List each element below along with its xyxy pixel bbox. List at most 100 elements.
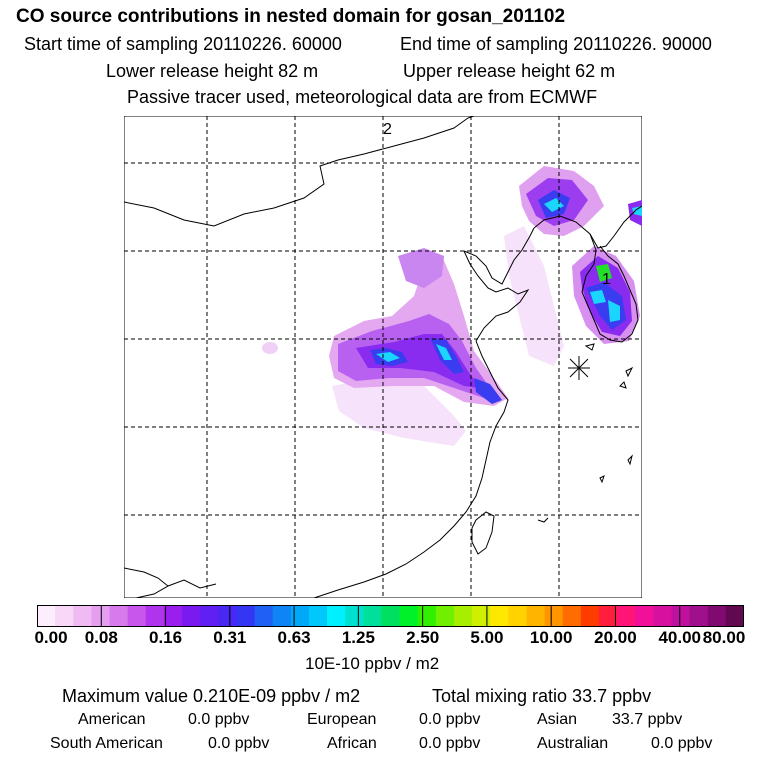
colorbar-swatch — [218, 605, 237, 627]
ryukyu-5 — [537, 517, 549, 523]
plume-north — [398, 248, 444, 288]
colorbar-swatch — [671, 605, 691, 627]
colorbar-swatch — [91, 605, 111, 627]
coast-east-china — [313, 340, 509, 598]
ryukyu-1 — [625, 366, 634, 378]
colorbar-swatch — [254, 605, 274, 627]
coast-shandong — [463, 250, 530, 342]
colorbar-swatch — [472, 605, 491, 627]
plot-title: CO source contributions in nested domain… — [16, 6, 566, 27]
border-south — [167, 579, 217, 589]
colorbar-tick-label: 0.08 — [84, 628, 118, 647]
border-sw — [124, 567, 169, 598]
colorbar-swatch — [109, 605, 129, 627]
border-north — [124, 117, 469, 227]
colorbar-swatch — [200, 605, 219, 627]
map-label-1: 1 — [602, 271, 611, 288]
colorbar-swatch — [381, 605, 401, 627]
colorbar-swatch — [145, 605, 165, 627]
coastlines — [124, 116, 642, 598]
colorbar-swatch — [490, 605, 509, 627]
colorbar-swatch — [236, 605, 256, 627]
coast-bohai — [463, 227, 535, 285]
colorbar-swatch — [127, 605, 147, 627]
plume-cyan-west — [376, 352, 400, 362]
colorbar-swatch — [707, 605, 727, 627]
colorbar-tick-label: 40.00 — [658, 628, 701, 647]
colorbar-swatch — [435, 605, 455, 627]
upper-height-label: Upper release height 62 m — [403, 61, 616, 81]
colorbar-swatch — [580, 605, 600, 627]
colorbar-swatch — [308, 605, 328, 627]
jeju — [584, 343, 595, 351]
map-label-2: 2 — [383, 121, 392, 138]
border-ne — [467, 116, 475, 119]
colorbar-swatch — [327, 605, 346, 627]
coast-korea — [581, 233, 639, 343]
plume-faint — [332, 378, 466, 446]
colorbar-swatch — [272, 605, 292, 627]
total-mixing-label: Total mixing ratio 33.7 ppbv — [432, 686, 652, 706]
colorbar-swatch — [417, 605, 437, 627]
colorbar-tick-label: 10.00 — [529, 628, 573, 647]
asterisk-icon — [568, 356, 590, 380]
region-name-asian: Asian — [537, 711, 578, 728]
region-value-south-american: 0.0 ppbv — [208, 735, 270, 752]
colorbar-swatch — [598, 605, 618, 627]
region-value-asian: 33.7 ppbv — [612, 711, 683, 728]
colorbar-swatch — [526, 605, 546, 627]
colorbar-swatch — [725, 605, 744, 627]
colorbar-swatch — [689, 605, 709, 627]
tracer-note: Passive tracer used, meteorological data… — [127, 87, 598, 107]
ryukyu-2 — [619, 381, 627, 389]
plume-ne-east-cyan — [632, 206, 642, 216]
graticule — [124, 116, 642, 598]
region-name-european: European — [307, 711, 377, 728]
colorbar-swatch — [163, 605, 183, 627]
lower-height-label: Lower release height 82 m — [106, 61, 319, 81]
end-time-label: End time of sampling 20110226. 90000 — [400, 34, 712, 54]
colorbar-tick-label: 20.00 — [594, 628, 637, 647]
colorbar — [37, 605, 744, 627]
concentration-field — [262, 166, 642, 446]
taiwan — [471, 511, 495, 555]
region-value-american: 0.0 ppbv — [188, 711, 250, 728]
plume-cyan-coast — [436, 344, 452, 360]
colorbar-swatch — [182, 605, 201, 627]
plume-faint-east — [504, 226, 564, 366]
region-name-american: American — [78, 711, 146, 728]
colorbar-tick-label: 0.31 — [213, 628, 247, 647]
colorbar-tick-label: 1.25 — [341, 628, 375, 647]
plume-korea-green — [596, 264, 612, 282]
ryukyu-3 — [599, 475, 605, 484]
colorbar-swatch — [399, 605, 419, 627]
plume-faint-spot — [262, 342, 278, 354]
region-name-south-american: South American — [50, 735, 163, 752]
region-name-african: African — [327, 735, 377, 752]
colorbar-swatch — [73, 605, 92, 627]
colorbar-swatch — [55, 605, 74, 627]
colorbar-swatch — [453, 605, 473, 627]
plume-korea-cyan2 — [608, 300, 620, 322]
colorbar-swatch — [37, 605, 56, 627]
colorbar-border — [37, 605, 744, 627]
colorbar-unit-label: 10E-10 ppbv / m2 — [305, 654, 440, 673]
max-value-label: Maximum value 0.210E-09 ppbv / m2 — [62, 686, 361, 706]
region-value-australian: 0.0 ppbv — [651, 735, 713, 752]
colorbar-swatch — [363, 605, 382, 627]
colorbar-swatch — [290, 605, 310, 627]
plume-blue-south — [474, 378, 502, 404]
ryukyu-4 — [627, 454, 633, 466]
coast-manchuria — [533, 205, 642, 249]
colorbar-swatch — [345, 605, 364, 627]
start-time-label: Start time of sampling 20110226. 60000 — [24, 34, 342, 54]
colorbar-tick-label: 0.16 — [148, 628, 183, 647]
region-value-european: 0.0 ppbv — [419, 711, 481, 728]
colorbar-tick-label: 2.50 — [406, 628, 440, 647]
colorbar-tick-label: 80.00 — [702, 628, 746, 647]
region-name-australian: Australian — [537, 735, 609, 752]
colorbar-tick-label: 5.00 — [470, 628, 504, 647]
map-panel: 1 2 — [124, 116, 642, 598]
colorbar-swatch — [635, 605, 654, 627]
colorbar-tick-label: 0.00 — [34, 628, 68, 647]
